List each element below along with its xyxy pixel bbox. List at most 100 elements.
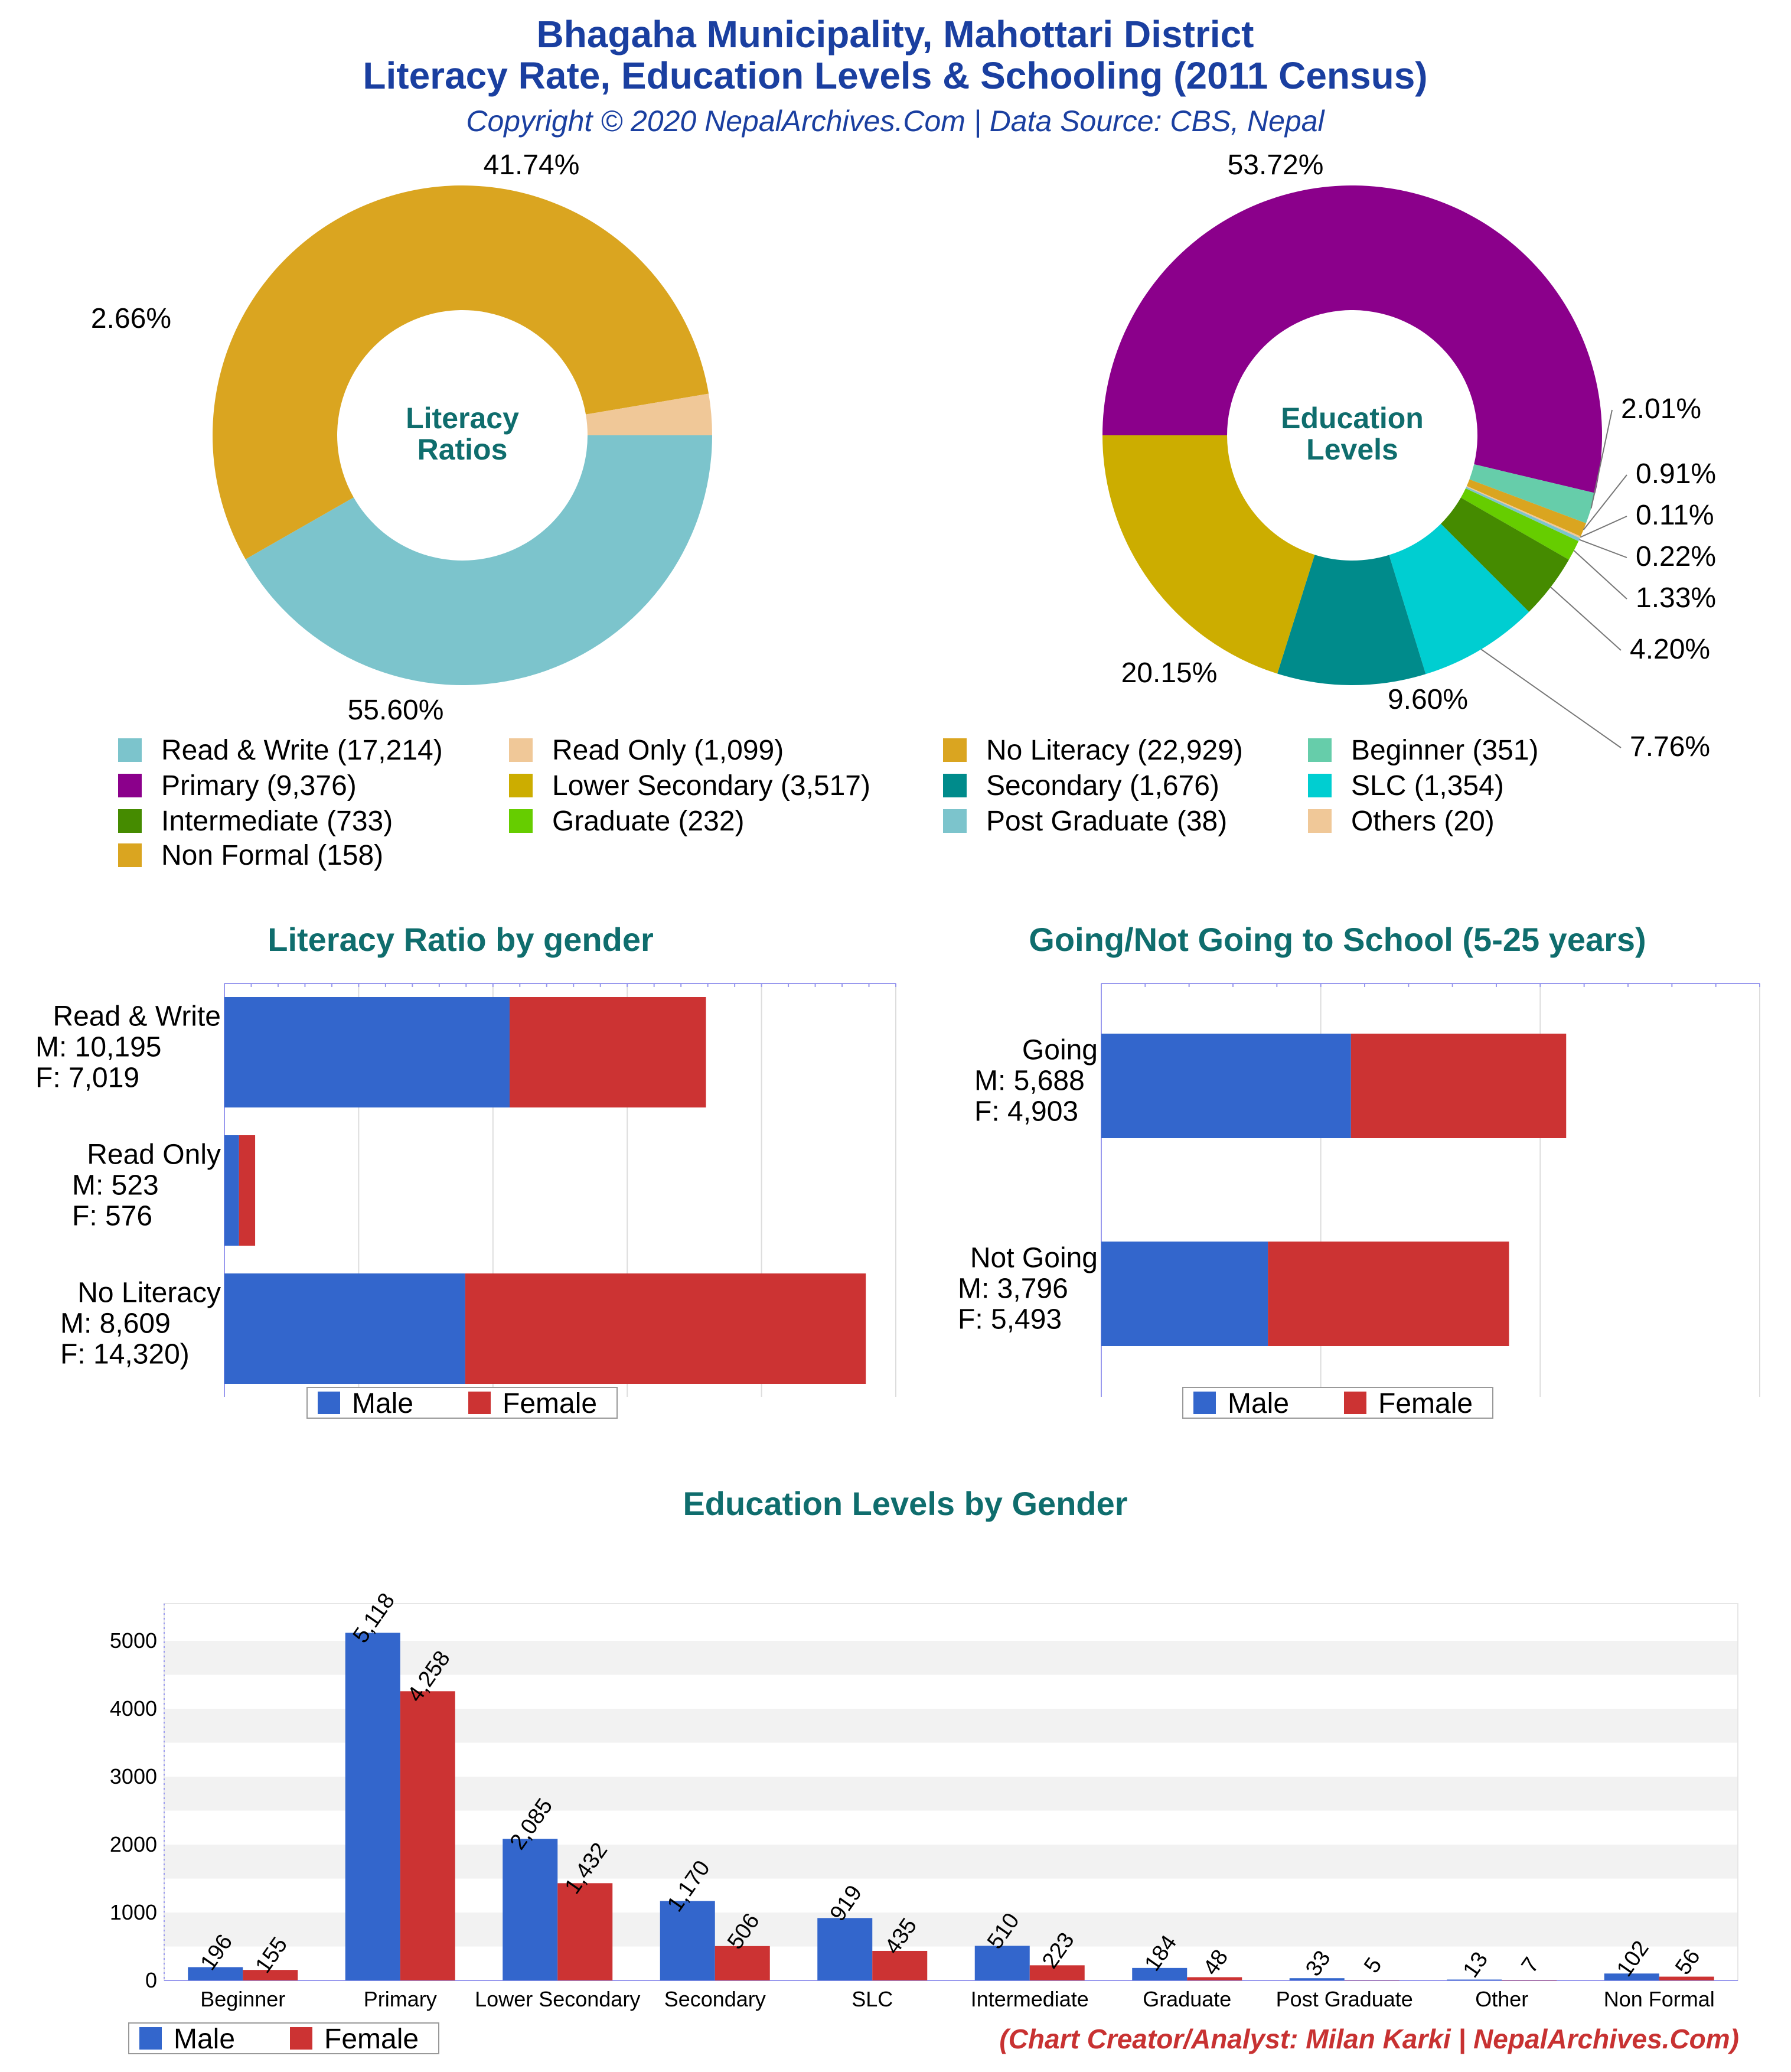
education-center-label-1: Education (1281, 402, 1424, 435)
leader-line-slc (1480, 649, 1622, 748)
y-tick-label: 1000 (110, 1900, 157, 1924)
legend-label-female: Female (324, 2024, 419, 2055)
gender-legend-frame (128, 2022, 439, 2054)
legend-label-non-formal-158: Non Formal (158) (161, 840, 383, 871)
slice-read-write (245, 435, 712, 685)
pct-label-intermediate: 4.20% (1630, 634, 1710, 665)
legend-swatch-non-formal-158 (118, 843, 142, 867)
gender-legend: Male Female (1182, 1387, 1493, 1419)
main-legend: Read & Write (17,214) Read Only (1,099) No… (118, 735, 1539, 871)
slice-graduate (1460, 488, 1579, 560)
category-label-read-only-2: M: 523 (72, 1170, 159, 1201)
legend-label-lower-secondary-3-517: Lower Secondary (3,517) (552, 770, 870, 802)
legend-label-male: Male (174, 2024, 235, 2055)
bar-male-going (1101, 1034, 1351, 1138)
bar-female-not-going (1268, 1242, 1509, 1346)
bar-male-intermediate (974, 1946, 1030, 1980)
legend-swatch-female (468, 1392, 491, 1414)
legend-swatch-male (318, 1392, 340, 1414)
x-tick-label-slc: SLC (852, 1987, 893, 2011)
slice-beginner (1469, 464, 1596, 523)
bar-female-read-only (239, 1135, 256, 1246)
x-tick-label-lower-secondary: Lower Secondary (475, 1987, 640, 2011)
bar-female-secondary (715, 1946, 770, 1980)
value-label-female-other: 7 (1517, 1953, 1545, 1977)
education-levels-donut: 53.72% 2.01% 0.91% 0.11% 0.22% 1.33% 4.20% 7.76… (1102, 149, 1716, 763)
title-line-2: Literacy Rate, Education Levels & School… (363, 54, 1427, 97)
category-label-not-going-3: F: 5,493 (958, 1304, 1062, 1335)
literacy-ratios-donut: 41.74% 55.60% 2.66% (91, 149, 712, 726)
category-label-going-3: F: 4,903 (974, 1096, 1078, 1128)
legend-swatch-beginner-351 (1308, 738, 1332, 762)
legend-label-male: Male (352, 1388, 413, 1419)
slice-non-formal (1466, 479, 1586, 537)
legend-swatch-read-only-1-099 (509, 738, 533, 762)
bottom-gender-legend: Male Female (128, 2022, 439, 2055)
bar-male-lower-secondary (503, 1839, 558, 1980)
education-center-label-2: Levels (1306, 433, 1398, 466)
category-label-no-literacy-1: No Literacy (77, 1278, 221, 1309)
bar-male-post-graduate (1289, 1978, 1345, 1980)
category-label-going-1: Going (1022, 1035, 1098, 1066)
x-tick-label-other: Other (1475, 1987, 1528, 2011)
legend-label-female: Female (1378, 1388, 1473, 1419)
leader-line-graduate (1573, 550, 1627, 600)
bar-female-graduate (1187, 1977, 1242, 1980)
gender-legend-frame (306, 1387, 618, 1419)
category-label-read-write-2: M: 10,195 (35, 1032, 161, 1063)
pct-label-primary: 53.72% (1228, 149, 1324, 181)
pct-label-beginner: 2.01% (1621, 393, 1701, 425)
x-tick-label-non-formal: Non Formal (1604, 1987, 1715, 2011)
bar-male-beginner (188, 1967, 243, 1980)
bar-male-non-formal (1604, 1973, 1659, 1980)
category-label-going-2: M: 5,688 (974, 1066, 1085, 1097)
pct-label-read-write: 41.74% (484, 149, 580, 181)
legend-label-secondary-1-676: Secondary (1,676) (986, 770, 1219, 802)
literacy-center-label-2: Ratios (417, 433, 508, 466)
bar-male-no-literacy (224, 1273, 465, 1384)
legend-swatch-no-literacy-22-929 (943, 738, 967, 762)
legend-label-read-write-17-214: Read & Write (17,214) (161, 735, 443, 766)
bar-female-no-literacy (465, 1273, 866, 1384)
school-going-title: Going/Not Going to School (5-25 years) (1029, 921, 1646, 958)
legend-label-beginner-351: Beginner (351) (1351, 735, 1539, 766)
slice-secondary (1277, 555, 1426, 686)
leader-line-beginner (1590, 409, 1613, 509)
y-tick-label: 2000 (110, 1832, 157, 1856)
legend-label-female: Female (503, 1388, 597, 1419)
legend-label-primary-9-376: Primary (9,376) (161, 770, 357, 802)
leader-line-others (1580, 516, 1627, 538)
legend-swatch-post-graduate-38 (943, 809, 967, 833)
category-label-no-literacy-3: F: 14,320) (60, 1339, 190, 1370)
bar-male-primary (345, 1633, 400, 1980)
slice-slc (1389, 523, 1529, 675)
bar-male-read-write (224, 997, 510, 1107)
value-label-female-non-formal: 56 (1671, 1944, 1705, 1979)
legend-swatch-read-write-17-214 (118, 738, 142, 762)
bar-male-graduate (1132, 1967, 1188, 1980)
leader-line-non-formal (1583, 474, 1627, 530)
leader-line-intermediate (1550, 587, 1622, 651)
category-label-read-write-3: F: 7,019 (35, 1063, 139, 1094)
slice-primary (1102, 185, 1602, 493)
bar-male-not-going (1101, 1242, 1268, 1346)
legend-swatch-primary-9-376 (118, 774, 142, 797)
category-label-read-only-1: Read Only (87, 1139, 221, 1171)
bar-female-non-formal (1659, 1976, 1714, 1980)
x-tick-label-secondary: Secondary (664, 1987, 766, 2011)
literacy-center-label-1: Literacy (406, 402, 519, 435)
legend-swatch-lower-secondary-3-517 (509, 774, 533, 797)
bar-male-secondary (660, 1901, 715, 1980)
legend-label-slc-1-354: SLC (1,354) (1351, 770, 1504, 802)
legend-label-male: Male (1228, 1388, 1289, 1419)
slice-intermediate (1440, 497, 1569, 612)
pct-label-read-only: 2.66% (91, 303, 171, 334)
pct-label-lower-secondary: 20.15% (1121, 657, 1218, 689)
y-tick-label: 0 (145, 1968, 157, 1992)
slice-no-literacy (213, 185, 709, 559)
legend-swatch-secondary-1-676 (943, 774, 967, 797)
pct-label-no-literacy: 55.60% (348, 695, 444, 726)
legend-swatch-intermediate-733 (118, 809, 142, 833)
